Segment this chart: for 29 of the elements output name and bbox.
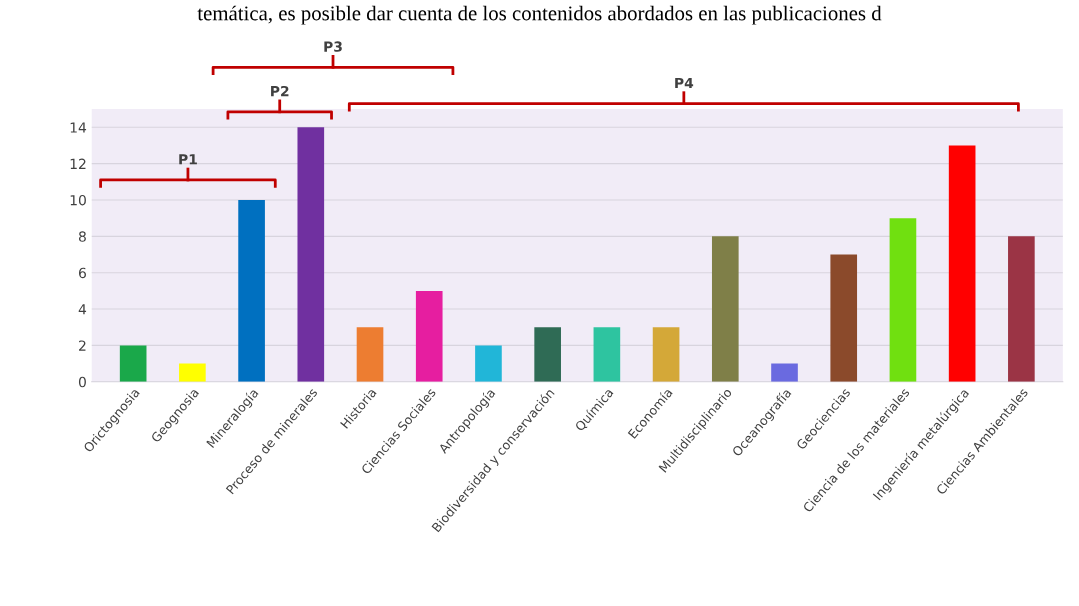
- bar: [534, 327, 561, 382]
- bar: [652, 327, 680, 382]
- y-tick-label: 6: [78, 267, 86, 279]
- bar: [297, 127, 325, 382]
- bar: [830, 254, 858, 382]
- y-tick-label: 4: [78, 304, 87, 315]
- y-tick-label: 8: [78, 231, 86, 242]
- bar: [771, 363, 798, 382]
- y-tick-label: 0: [78, 376, 86, 388]
- bar: [711, 236, 739, 382]
- y-tick-label: 10: [70, 194, 86, 206]
- text: temática, es posible dar cuenta de los contenidos abordados en las publicaciones d: [197, 5, 882, 25]
- bar: [179, 363, 206, 382]
- y-tick-label: 14: [70, 122, 87, 133]
- bar: [356, 327, 384, 382]
- annotation: P1: [179, 154, 197, 165]
- bar: [948, 145, 976, 382]
- y-tick-label: 2: [79, 340, 86, 351]
- bar: [475, 345, 502, 382]
- text: P2: [271, 85, 289, 97]
- bar: [593, 327, 621, 382]
- bar: [1008, 236, 1035, 382]
- text: P3: [324, 41, 342, 52]
- bar: [119, 345, 147, 382]
- bar: [415, 290, 443, 382]
- bar: [238, 199, 265, 382]
- y-tick-label: 12: [70, 158, 86, 169]
- text: P4: [675, 77, 694, 89]
- bar: [889, 218, 917, 382]
